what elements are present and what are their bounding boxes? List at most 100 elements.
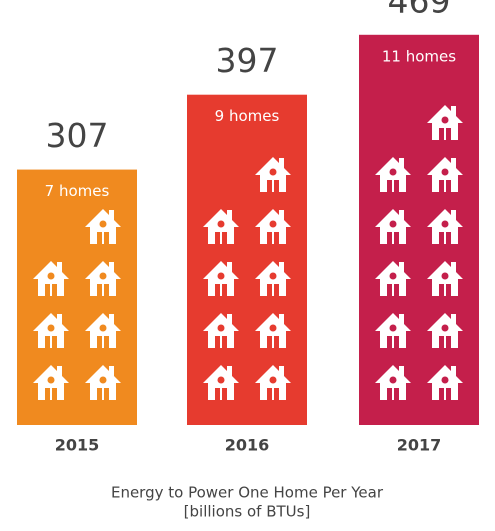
window bbox=[217, 272, 225, 280]
door bbox=[215, 284, 220, 296]
x-tick-label: 2016 bbox=[225, 436, 270, 455]
home-icon bbox=[85, 313, 121, 348]
door bbox=[387, 388, 392, 400]
window bbox=[269, 324, 277, 332]
door bbox=[274, 232, 279, 244]
home-label: 11 homes bbox=[382, 47, 456, 65]
door bbox=[45, 388, 50, 400]
window bbox=[389, 324, 397, 332]
home-icon bbox=[427, 261, 463, 296]
value-label: 307 bbox=[46, 116, 109, 155]
door bbox=[446, 180, 451, 192]
door bbox=[52, 336, 57, 348]
door bbox=[104, 232, 109, 244]
door bbox=[222, 388, 227, 400]
door bbox=[97, 336, 102, 348]
door bbox=[394, 232, 399, 244]
window bbox=[47, 376, 55, 384]
home-icon bbox=[85, 209, 121, 244]
x-tick-label: 2015 bbox=[55, 436, 100, 455]
value-label: 397 bbox=[216, 41, 279, 80]
door bbox=[52, 388, 57, 400]
home-label: 7 homes bbox=[45, 182, 110, 200]
door bbox=[446, 336, 451, 348]
door bbox=[274, 388, 279, 400]
home-icon bbox=[375, 313, 411, 348]
door bbox=[446, 128, 451, 140]
home-icon bbox=[255, 261, 291, 296]
door bbox=[52, 284, 57, 296]
home-icon bbox=[375, 157, 411, 192]
x-axis-title: Energy to Power One Home Per Year bbox=[111, 484, 384, 502]
door bbox=[215, 232, 220, 244]
door bbox=[267, 284, 272, 296]
door bbox=[104, 388, 109, 400]
window bbox=[389, 272, 397, 280]
door bbox=[439, 128, 444, 140]
door bbox=[97, 284, 102, 296]
door bbox=[439, 232, 444, 244]
door bbox=[394, 388, 399, 400]
door bbox=[274, 180, 279, 192]
home-icon bbox=[255, 313, 291, 348]
home-icon bbox=[375, 209, 411, 244]
home-icon bbox=[85, 261, 121, 296]
door bbox=[215, 388, 220, 400]
home-icon bbox=[427, 157, 463, 192]
home-icon bbox=[33, 313, 69, 348]
window bbox=[99, 220, 107, 228]
door bbox=[446, 388, 451, 400]
bar bbox=[187, 94, 307, 426]
window bbox=[389, 168, 397, 176]
door bbox=[387, 180, 392, 192]
x-tick-label: 2017 bbox=[397, 436, 442, 455]
door bbox=[45, 336, 50, 348]
bar bbox=[17, 169, 137, 425]
window bbox=[47, 272, 55, 280]
x-axis-title: [billions of BTUs] bbox=[184, 503, 311, 521]
door bbox=[274, 284, 279, 296]
door bbox=[97, 232, 102, 244]
home-icon bbox=[427, 313, 463, 348]
home-icon bbox=[85, 365, 121, 400]
window bbox=[47, 324, 55, 332]
door bbox=[387, 232, 392, 244]
window bbox=[269, 376, 277, 384]
door bbox=[215, 336, 220, 348]
door bbox=[446, 284, 451, 296]
home-icon bbox=[375, 261, 411, 296]
window bbox=[441, 116, 449, 124]
home-icon bbox=[33, 365, 69, 400]
home-icon bbox=[203, 261, 239, 296]
home-icon bbox=[203, 365, 239, 400]
home-icon bbox=[203, 209, 239, 244]
window bbox=[269, 272, 277, 280]
window bbox=[217, 324, 225, 332]
door bbox=[222, 336, 227, 348]
home-icon bbox=[255, 209, 291, 244]
door bbox=[387, 336, 392, 348]
door bbox=[274, 336, 279, 348]
door bbox=[446, 232, 451, 244]
door bbox=[222, 232, 227, 244]
door bbox=[439, 388, 444, 400]
home-icon bbox=[33, 261, 69, 296]
door bbox=[394, 180, 399, 192]
window bbox=[217, 220, 225, 228]
window bbox=[389, 220, 397, 228]
window bbox=[269, 168, 277, 176]
window bbox=[389, 376, 397, 384]
door bbox=[387, 284, 392, 296]
door bbox=[394, 336, 399, 348]
window bbox=[441, 272, 449, 280]
home-icon bbox=[203, 313, 239, 348]
door bbox=[222, 284, 227, 296]
door bbox=[267, 180, 272, 192]
window bbox=[441, 376, 449, 384]
window bbox=[217, 376, 225, 384]
home-icon bbox=[255, 157, 291, 192]
home-icon bbox=[427, 105, 463, 140]
home-icon bbox=[427, 365, 463, 400]
home-label: 9 homes bbox=[215, 107, 280, 125]
door bbox=[104, 284, 109, 296]
